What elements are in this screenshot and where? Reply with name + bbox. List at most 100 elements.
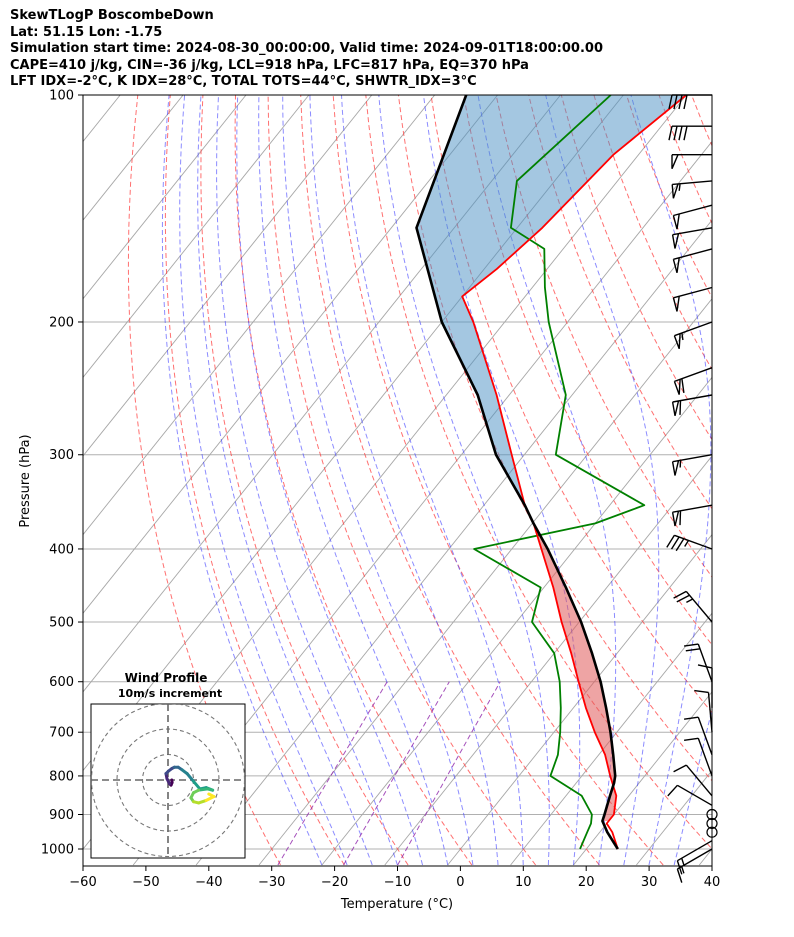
hodograph-subtitle: 10m/s increment bbox=[118, 687, 222, 700]
dewpoint-line bbox=[473, 95, 646, 850]
x-tick-label: −60 bbox=[69, 875, 96, 890]
moist-adiabat bbox=[197, 95, 373, 866]
dry-adiabat bbox=[691, 95, 712, 147]
isotherm-line bbox=[83, 95, 498, 614]
y-tick-label: 900 bbox=[49, 808, 74, 823]
isotherm-line bbox=[762, 95, 794, 865]
wind-barb bbox=[671, 227, 713, 249]
temperature-line bbox=[461, 95, 687, 850]
hodograph-title: Wind Profile bbox=[125, 671, 208, 685]
wind-barb bbox=[676, 840, 713, 875]
y-tick-label: 600 bbox=[49, 675, 74, 690]
y-tick-label: 100 bbox=[49, 89, 74, 104]
dry-adiabat bbox=[234, 95, 473, 866]
isotherm-line bbox=[447, 533, 712, 866]
cape-cin-shading bbox=[416, 95, 687, 821]
mixing-ratio-line bbox=[397, 681, 501, 866]
isotherm-line bbox=[258, 298, 712, 866]
cape-fill bbox=[416, 95, 687, 524]
wind-barb bbox=[671, 504, 713, 527]
moist-adiabat bbox=[282, 95, 474, 866]
x-tick-label: −20 bbox=[321, 875, 348, 890]
wind-barb bbox=[672, 204, 713, 230]
x-tick-label: 30 bbox=[641, 875, 658, 890]
dry-adiabat bbox=[332, 95, 664, 866]
wind-barb bbox=[671, 394, 713, 416]
moist-adiabat bbox=[673, 707, 712, 866]
time-info: Simulation start time: 2024-08-30_00:00:… bbox=[10, 41, 603, 56]
moist-adiabat bbox=[258, 95, 449, 866]
wind-barb bbox=[671, 454, 713, 476]
wind-barb bbox=[694, 689, 713, 733]
isotherm-line bbox=[636, 769, 712, 866]
x-tick-label: 10 bbox=[515, 875, 532, 890]
isotherm-line bbox=[573, 691, 712, 866]
wind-barb bbox=[671, 180, 713, 199]
x-tick-label: −10 bbox=[384, 875, 411, 890]
hodograph-inset bbox=[90, 703, 246, 859]
x-axis-ticks: −60 −50 −40 −30 −20 −10 0 10 20 30 40 bbox=[69, 866, 720, 890]
hodograph-plot bbox=[91, 704, 245, 858]
wind-barb bbox=[684, 737, 713, 777]
x-tick-label: −40 bbox=[195, 875, 222, 890]
dry-adiabat bbox=[365, 95, 712, 850]
hodograph-segment bbox=[197, 787, 210, 792]
y-axis-label: Pressure (hPa) bbox=[18, 434, 33, 527]
wind-barb bbox=[684, 716, 713, 756]
isotherm-line bbox=[83, 95, 310, 379]
hodograph-segment bbox=[185, 772, 195, 783]
convective-params: CAPE=410 j/kg, CIN=-36 j/kg, LCL=918 hPa… bbox=[10, 57, 529, 73]
y-tick-label: 800 bbox=[49, 769, 74, 784]
sounding-profiles bbox=[415, 95, 687, 850]
wind-barb bbox=[672, 248, 713, 273]
wind-barb bbox=[673, 367, 713, 395]
dry-adiabat bbox=[789, 95, 794, 865]
dry-adiabat bbox=[724, 95, 794, 865]
y-tick-label: 700 bbox=[49, 726, 74, 741]
dry-adiabat bbox=[757, 95, 794, 865]
x-axis-label: Temperature (°C) bbox=[340, 897, 453, 912]
wind-barb bbox=[672, 286, 713, 312]
moist-adiabat bbox=[630, 95, 712, 866]
chart-title: SkewTLogP BoscombeDown bbox=[10, 8, 214, 23]
location-info: Lat: 51.15 Lon: -1.75 bbox=[10, 24, 163, 40]
dry-adiabat bbox=[300, 95, 600, 866]
y-tick-label: 500 bbox=[49, 616, 74, 631]
moist-adiabat bbox=[179, 95, 348, 866]
dry-adiabat bbox=[528, 95, 712, 510]
isotherm-line bbox=[195, 219, 712, 866]
parcel-line bbox=[415, 95, 619, 850]
hodograph-segment bbox=[207, 792, 216, 799]
wind-barb bbox=[668, 125, 712, 141]
wind-barb bbox=[667, 784, 713, 806]
dry-adiabat bbox=[267, 95, 536, 866]
x-tick-label: −50 bbox=[132, 875, 159, 890]
isotherm-line bbox=[698, 848, 712, 866]
mixing-ratio-line bbox=[277, 681, 388, 866]
x-tick-label: 0 bbox=[456, 875, 464, 890]
dry-adiabat bbox=[430, 95, 712, 714]
isotherm-line bbox=[83, 95, 373, 457]
hodograph-segment bbox=[192, 779, 202, 791]
wind-barb bbox=[673, 321, 713, 350]
moist-adiabat bbox=[378, 95, 550, 865]
dry-adiabat bbox=[164, 95, 345, 866]
wind-barb bbox=[671, 154, 712, 169]
mixing-ratio-line bbox=[343, 681, 450, 866]
y-tick-label: 400 bbox=[49, 542, 74, 557]
wind-barb bbox=[673, 590, 713, 623]
reference-lines bbox=[83, 95, 794, 866]
moist-adiabat bbox=[216, 95, 398, 866]
moist-adiabat bbox=[309, 95, 499, 866]
isotherm-line bbox=[83, 95, 436, 536]
isotherm-line bbox=[321, 376, 712, 866]
isotherm-line bbox=[83, 95, 247, 300]
wind-barb bbox=[684, 643, 713, 682]
moist-adiabat bbox=[161, 95, 323, 866]
x-tick-label: −30 bbox=[258, 875, 285, 890]
moist-adiabat bbox=[236, 95, 424, 866]
y-tick-label: 1000 bbox=[41, 843, 74, 858]
chart-header: SkewTLogP BoscombeDown Lat: 51.15 Lon: -… bbox=[10, 8, 603, 91]
dry-adiabat bbox=[397, 95, 712, 782]
